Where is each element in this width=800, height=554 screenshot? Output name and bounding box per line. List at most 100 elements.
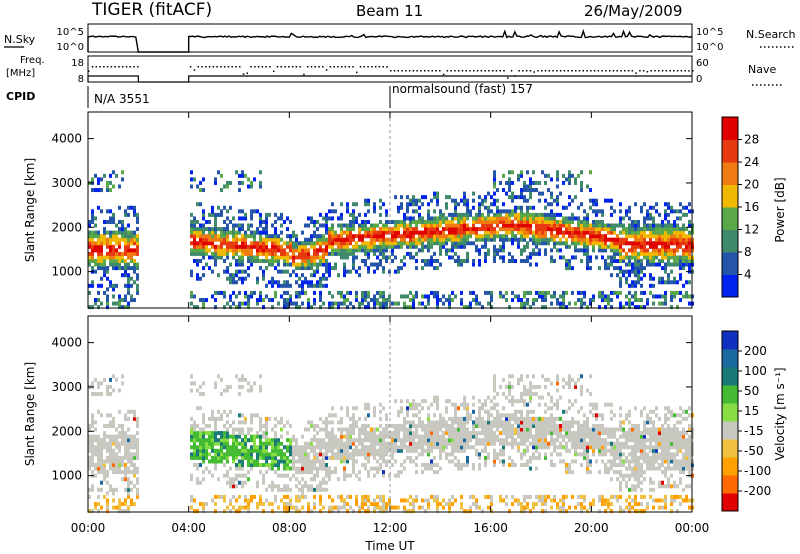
power-cell bbox=[106, 219, 109, 224]
velocity-cell bbox=[214, 462, 217, 467]
power-cell bbox=[322, 223, 325, 228]
power-cell bbox=[379, 227, 382, 232]
power-cell bbox=[274, 258, 277, 263]
power-cell bbox=[97, 177, 100, 182]
power-cell bbox=[631, 248, 634, 253]
power-cell bbox=[544, 219, 547, 224]
power-cell bbox=[676, 230, 679, 235]
power-cell bbox=[436, 294, 439, 299]
power-cell bbox=[313, 234, 316, 239]
velocity-cell bbox=[421, 470, 424, 475]
power-cell bbox=[424, 195, 427, 200]
power-cell bbox=[256, 258, 259, 263]
velocity-cell bbox=[433, 445, 436, 450]
power-cell bbox=[214, 234, 217, 239]
power-cell bbox=[634, 219, 637, 224]
power-cell bbox=[634, 280, 637, 285]
power-cell bbox=[91, 188, 94, 193]
power-cell bbox=[334, 248, 337, 253]
power-cell bbox=[91, 283, 94, 288]
power-cell bbox=[523, 195, 526, 200]
velocity-cell bbox=[124, 452, 127, 457]
power-cell bbox=[484, 198, 487, 203]
power-cell bbox=[526, 234, 529, 239]
power-cell bbox=[433, 209, 436, 214]
power-cell bbox=[433, 216, 436, 221]
velocity-cell bbox=[238, 384, 241, 389]
velocity-cell bbox=[454, 455, 457, 460]
velocity-cell bbox=[484, 448, 487, 453]
power-cell bbox=[553, 223, 556, 228]
power-cell bbox=[466, 223, 469, 228]
velocity-cell bbox=[307, 427, 310, 432]
power-cell bbox=[484, 205, 487, 210]
velocity-cell bbox=[307, 470, 310, 475]
power-cell bbox=[106, 241, 109, 246]
velocity-cell bbox=[367, 494, 370, 499]
velocity-cell bbox=[277, 438, 280, 443]
velocity-cell bbox=[241, 377, 244, 382]
power-cell bbox=[634, 230, 637, 235]
velocity-cell bbox=[400, 498, 403, 503]
velocity-cell bbox=[292, 434, 295, 439]
power-cell bbox=[196, 273, 199, 278]
beam-title: Beam 11 bbox=[356, 2, 423, 20]
power-cell bbox=[403, 212, 406, 217]
power-cell bbox=[112, 251, 115, 256]
velocity-cell bbox=[238, 431, 241, 436]
nave-dot bbox=[216, 66, 218, 68]
velocity-cell bbox=[409, 509, 412, 514]
power-cell bbox=[670, 241, 673, 246]
velocity-cell bbox=[526, 416, 529, 421]
power-cell bbox=[550, 294, 553, 299]
velocity-cell bbox=[397, 505, 400, 510]
power-cell bbox=[280, 216, 283, 221]
velocity-cell bbox=[223, 455, 226, 460]
power-cell bbox=[646, 234, 649, 239]
power-cell bbox=[586, 262, 589, 267]
velocity-cell bbox=[313, 462, 316, 467]
power-cell bbox=[550, 255, 553, 260]
power-cell bbox=[589, 301, 592, 306]
velocity-cell bbox=[400, 441, 403, 446]
power-cell bbox=[637, 262, 640, 267]
power-cell bbox=[259, 237, 262, 242]
velocity-cell bbox=[475, 434, 478, 439]
velocity-cell bbox=[529, 395, 532, 400]
velocity-cell bbox=[274, 416, 277, 421]
power-cell bbox=[385, 298, 388, 303]
velocity-cell bbox=[190, 494, 193, 499]
power-cell bbox=[661, 241, 664, 246]
power-cell bbox=[124, 237, 127, 242]
power-cell bbox=[130, 248, 133, 253]
power-cell bbox=[499, 255, 502, 260]
power-cell bbox=[106, 244, 109, 249]
power-cell bbox=[520, 170, 523, 175]
power-cell bbox=[514, 223, 517, 228]
power-cell bbox=[112, 216, 115, 221]
velocity-cell bbox=[331, 455, 334, 460]
power-cell bbox=[268, 234, 271, 239]
nave-dot bbox=[601, 70, 603, 72]
velocity-cell bbox=[526, 423, 529, 428]
velocity-cell bbox=[352, 441, 355, 446]
velocity-cell bbox=[226, 420, 229, 425]
power-cell bbox=[562, 298, 565, 303]
power-cell bbox=[673, 227, 676, 232]
velocity-cell bbox=[532, 452, 535, 457]
velocity-cell bbox=[478, 455, 481, 460]
power-cell bbox=[574, 227, 577, 232]
power-cell bbox=[544, 198, 547, 203]
velocity-cell bbox=[490, 434, 493, 439]
velocity-cell bbox=[337, 494, 340, 499]
velocity-cell bbox=[415, 427, 418, 432]
velocity-cell bbox=[295, 441, 298, 446]
velocity-cell bbox=[265, 462, 268, 467]
power-cell bbox=[436, 241, 439, 246]
velocity-cell bbox=[106, 384, 109, 389]
power-cell bbox=[205, 241, 208, 246]
power-cell bbox=[226, 237, 229, 242]
power-cell bbox=[337, 223, 340, 228]
power-cell bbox=[553, 237, 556, 242]
velocity-cell bbox=[127, 438, 130, 443]
